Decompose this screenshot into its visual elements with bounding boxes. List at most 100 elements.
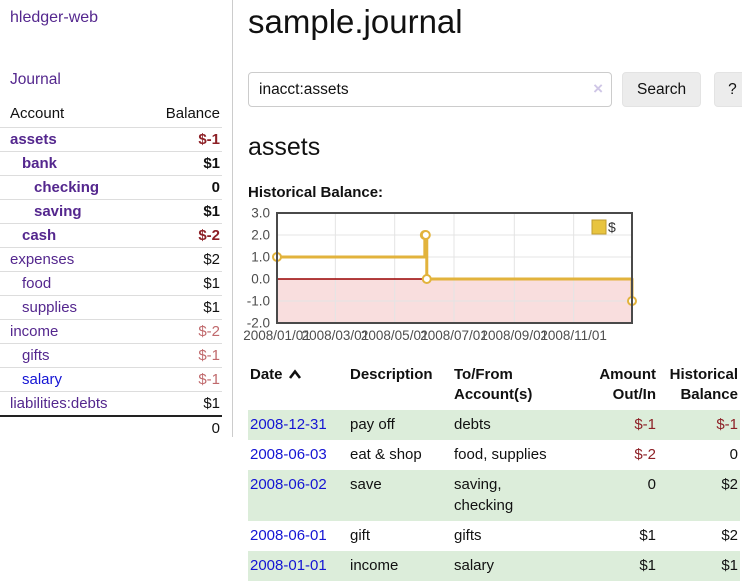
svg-text:2008/11/01: 2008/11/01 (540, 328, 607, 343)
account-row: saving $1 (0, 199, 222, 224)
column-header-date-sort[interactable]: Date (248, 363, 348, 410)
sidebar-account-link[interactable]: food (22, 275, 52, 292)
transaction-row: 2008-12-31 pay off debts $-1 $-1 (248, 410, 740, 440)
transaction-balance: $1 (721, 557, 738, 574)
transaction-date-link[interactable]: 2008-12-31 (250, 416, 327, 433)
svg-text:2008/03/01: 2008/03/01 (302, 328, 370, 343)
account-balance: $1 (138, 391, 222, 416)
column-header: To/From Account(s) (454, 366, 533, 403)
sidebar-account-link[interactable]: expenses (10, 251, 75, 268)
transaction-balance: $2 (721, 476, 738, 493)
search-input[interactable] (248, 72, 612, 107)
historical-balance-chart: $3.0 2.0 1.0 0.0 -1.0 -2.0 2008/01/01 2008/03/0… (239, 205, 742, 349)
account-row: salary $-1 (0, 367, 222, 392)
sort-ascending-icon (288, 369, 301, 379)
account-balance: $-2 (138, 319, 222, 344)
transaction-date-link[interactable]: 2008-06-01 (250, 527, 327, 544)
sidebar-account-link[interactable]: cash (22, 227, 57, 244)
svg-text:1.0: 1.0 (251, 250, 270, 265)
account-balance: $1 (138, 199, 222, 224)
search-form: × Search ? (248, 72, 742, 107)
account-balance: $2 (138, 247, 222, 272)
account-row: gifts $-1 (0, 343, 222, 368)
sidebar-account-link[interactable]: liabilities:debts (10, 395, 108, 412)
transaction-amount: $-1 (634, 416, 656, 433)
svg-text:2.0: 2.0 (251, 228, 270, 243)
search-button[interactable]: Search (622, 72, 702, 107)
account-balance: $-1 (138, 127, 222, 152)
transaction-balance: $-1 (716, 416, 738, 433)
transaction-accounts: saving, checking (454, 476, 514, 514)
svg-text:2008/07/01: 2008/07/01 (420, 328, 488, 343)
account-row: cash $-2 (0, 223, 222, 248)
transaction-date-link[interactable]: 2008-06-03 (250, 446, 327, 463)
svg-text:2008/01/01: 2008/01/01 (243, 328, 311, 343)
transaction-accounts: salary (454, 557, 495, 574)
transaction-accounts: gifts (454, 527, 482, 544)
main-content: sample.journal × Search ? assets Histori… (233, 0, 742, 581)
sidebar: hledger-web Journal Account Balance asse… (0, 0, 233, 581)
svg-text:-2.0: -2.0 (247, 316, 270, 331)
svg-text:2008/09/01: 2008/09/01 (481, 328, 549, 343)
account-row: assets $-1 (0, 127, 222, 152)
transaction-amount: 0 (647, 476, 656, 493)
chart-label: Historical Balance: (248, 184, 384, 201)
sidebar-account-link[interactable]: supplies (22, 299, 78, 316)
transaction-row: 2008-06-03 eat & shop food, supplies $-2 0 (248, 440, 740, 470)
account-balance: $-1 (138, 343, 222, 368)
account-balance: $-1 (138, 367, 222, 392)
svg-text:2008/05/01: 2008/05/01 (361, 328, 429, 343)
transaction-date-link[interactable]: 2008-01-01 (250, 557, 327, 574)
clear-search-icon[interactable]: × (593, 79, 603, 98)
accounts-header-account: Account (10, 105, 65, 122)
accounts-header-balance: Balance (165, 105, 220, 122)
svg-text:-1.0: -1.0 (247, 294, 270, 309)
legend-swatch (591, 219, 607, 235)
sidebar-account-link[interactable]: assets (10, 131, 57, 148)
transaction-balance: 0 (729, 446, 738, 463)
sidebar-item-journal[interactable]: Journal (10, 71, 61, 88)
column-header: Historical Balance (669, 366, 738, 403)
transaction-description: save (350, 476, 382, 493)
account-row: liabilities:debts $1 (0, 391, 222, 416)
sidebar-divider (232, 0, 233, 437)
sidebar-account-link[interactable]: checking (34, 179, 100, 196)
app-title-link[interactable]: hledger-web (10, 9, 99, 26)
transaction-row: 2008-06-02 save saving, checking 0 $2 (248, 470, 740, 521)
transaction-row: 2008-06-01 gift gifts $1 $2 (248, 521, 740, 551)
page-title: sample.journal (248, 3, 463, 40)
account-balance: $1 (138, 271, 222, 296)
transaction-amount: $1 (639, 527, 656, 544)
accounts-total-balance: 0 (138, 415, 222, 440)
account-balance: 0 (138, 175, 222, 200)
svg-text:0.0: 0.0 (251, 272, 270, 287)
account-row: supplies $1 (0, 295, 222, 320)
transaction-date-link[interactable]: 2008-06-02 (250, 476, 327, 493)
transaction-amount: $-2 (634, 446, 656, 463)
account-balance: $1 (138, 151, 222, 176)
sidebar-account-link[interactable]: income (10, 323, 59, 340)
transaction-description: pay off (350, 416, 395, 433)
sidebar-account-link[interactable]: saving (34, 203, 82, 220)
account-row: income $-2 (0, 319, 222, 344)
sidebar-account-link[interactable]: gifts (22, 347, 50, 364)
search-box: × (248, 72, 612, 107)
help-button[interactable]: ? (714, 72, 742, 107)
legend-label: $ (608, 219, 616, 235)
transaction-description: eat & shop (350, 446, 422, 463)
transaction-accounts: food, supplies (454, 446, 547, 463)
account-heading: assets (248, 133, 321, 161)
svg-text:3.0: 3.0 (251, 206, 270, 221)
account-row: food $1 (0, 271, 222, 296)
accounts-table: Account Balance assets $-1 bank $1 checking 0… (0, 102, 222, 440)
sidebar-account-link[interactable]: salary (22, 371, 63, 388)
transaction-row: 2008-01-01 income salary $1 $1 (248, 551, 740, 581)
account-balance: $1 (138, 295, 222, 320)
transaction-description: income (350, 557, 399, 574)
transaction-amount: $1 (639, 557, 656, 574)
accounts-total-row: 0 (0, 415, 222, 440)
transactions-table: Date Description To/From Account(s) Amount … (248, 363, 740, 581)
account-row: checking 0 (0, 175, 222, 200)
sidebar-account-link[interactable]: bank (22, 155, 58, 172)
